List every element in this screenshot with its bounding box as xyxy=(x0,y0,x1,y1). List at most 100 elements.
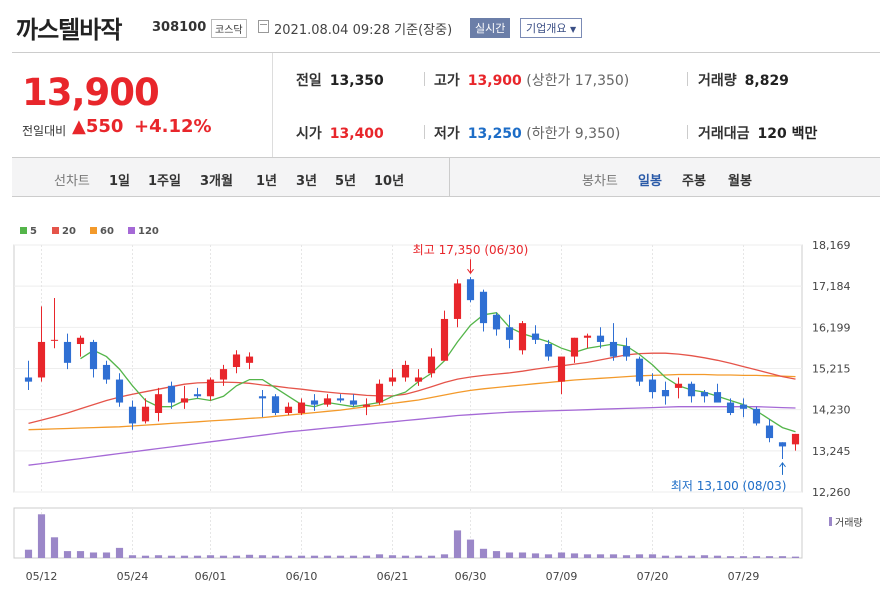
candle-body xyxy=(544,344,553,357)
prev-close: 전일 13,350 xyxy=(296,73,384,89)
tab-1y[interactable]: 1년 xyxy=(256,174,278,189)
volume-bar xyxy=(336,555,345,558)
ma120-line xyxy=(28,406,796,466)
tab-daily[interactable]: 일봉 xyxy=(638,174,662,189)
candle-body xyxy=(453,283,462,319)
x-tick-label: 06/21 xyxy=(377,570,409,583)
volume-bar xyxy=(362,555,371,558)
candle-body xyxy=(310,400,319,405)
volume-bar xyxy=(258,555,267,558)
volume-bar xyxy=(401,555,410,558)
line-chart-label: 선차트 xyxy=(54,174,90,189)
volume-bar xyxy=(518,552,527,558)
stock-name: 까스텔바작 xyxy=(16,16,122,44)
volume-bar xyxy=(635,554,644,558)
quote-summary: 13,900 전일대비 ▲550 +4.12% 전일 13,350 고가 13,90… xyxy=(12,52,880,158)
y-tick-label: 18,169 xyxy=(812,239,851,252)
tab-10y[interactable]: 10년 xyxy=(374,174,405,189)
tab-5y[interactable]: 5년 xyxy=(335,174,357,189)
volume-bar xyxy=(713,555,722,558)
volume-bar xyxy=(440,554,449,558)
candle-body xyxy=(349,400,358,405)
candle-body xyxy=(752,408,761,424)
volume-panel-frame xyxy=(13,507,803,559)
ma5-line xyxy=(80,312,796,433)
volume-bar xyxy=(102,552,111,558)
candle-body xyxy=(232,354,241,368)
volume-bar xyxy=(128,555,137,558)
chart-tab-bar: 선차트 1일 1주일 3개월 1년 3년 5년 10년 봉차트 일봉 주봉 월봉 xyxy=(12,158,880,197)
volume-bar xyxy=(232,555,241,558)
volume-bar xyxy=(596,554,605,558)
volume-bar xyxy=(206,555,215,558)
high-arrow-head xyxy=(467,268,474,275)
tab-monthly[interactable]: 월봉 xyxy=(728,174,752,189)
x-tick-label: 06/01 xyxy=(195,570,227,583)
candle-body xyxy=(76,337,85,345)
candle-body xyxy=(297,402,306,413)
candle-body xyxy=(570,337,579,357)
current-price-box: 13,900 전일대비 ▲550 +4.12% xyxy=(12,53,273,157)
y-tick-label: 17,184 xyxy=(812,280,851,293)
candle-body xyxy=(167,385,176,403)
candle-body xyxy=(622,346,631,357)
low-price: 저가 13,250 (하한가 9,350) xyxy=(434,126,621,142)
volume-bar xyxy=(388,555,397,558)
volume-bar xyxy=(63,551,72,558)
candle-body xyxy=(180,398,189,403)
volume-bar xyxy=(50,537,59,558)
candle-body xyxy=(700,392,709,397)
candle-body xyxy=(479,291,488,324)
volume-bar xyxy=(323,555,332,558)
candle-body xyxy=(63,341,72,363)
tab-3y[interactable]: 3년 xyxy=(296,174,318,189)
candle-body xyxy=(24,377,33,382)
y-tick-label: 14,230 xyxy=(812,404,851,417)
x-tick-label: 06/10 xyxy=(286,570,318,583)
tab-1w[interactable]: 1주일 xyxy=(148,174,181,189)
volume-legend-label: 거래량 xyxy=(835,517,863,529)
volume-bar xyxy=(778,556,787,558)
volume-bar xyxy=(154,555,163,558)
tab-3m[interactable]: 3개월 xyxy=(200,174,233,189)
stock-code: 308100 xyxy=(152,20,207,35)
high-annotation: 최고 17,350 (06/30) xyxy=(413,243,529,257)
candle-body xyxy=(388,377,397,382)
candle-body xyxy=(739,404,748,409)
realtime-button[interactable]: 실시간 xyxy=(470,18,511,38)
volume-bar xyxy=(24,549,33,558)
candle-body xyxy=(258,396,267,399)
volume-bar xyxy=(544,554,553,558)
candle-body xyxy=(440,318,449,361)
volume-bar xyxy=(557,552,566,558)
candle-body xyxy=(323,398,332,405)
candle-body xyxy=(518,323,527,351)
price-change-percent: +4.12% xyxy=(134,116,212,137)
volume-bar xyxy=(76,551,85,558)
candle-body xyxy=(245,356,254,363)
volume-bar xyxy=(687,555,696,558)
volume-bar xyxy=(453,530,462,558)
tab-weekly[interactable]: 주봉 xyxy=(682,174,706,189)
candle-body xyxy=(687,383,696,397)
price-panel-frame xyxy=(13,244,803,493)
y-tick-label: 12,260 xyxy=(812,486,851,499)
volume-bar xyxy=(141,555,150,558)
volume-bar xyxy=(791,556,800,558)
candle-body xyxy=(102,364,111,380)
y-tick-label: 15,215 xyxy=(812,362,851,375)
ma20-line xyxy=(28,352,796,425)
volume-bar xyxy=(492,551,501,558)
volume-bar xyxy=(674,555,683,558)
candle-body xyxy=(778,442,787,447)
volume-bar xyxy=(414,555,423,558)
candle-body xyxy=(466,279,475,301)
candle-body xyxy=(362,404,371,407)
y-tick-label: 16,199 xyxy=(812,321,851,334)
tab-1d[interactable]: 1일 xyxy=(109,174,131,189)
volume-bar xyxy=(297,555,306,558)
candle-body xyxy=(674,383,683,388)
volume-bar xyxy=(349,555,358,558)
company-overview-button[interactable]: 기업개요 ▼ xyxy=(520,18,583,38)
volume-bar xyxy=(739,556,748,558)
